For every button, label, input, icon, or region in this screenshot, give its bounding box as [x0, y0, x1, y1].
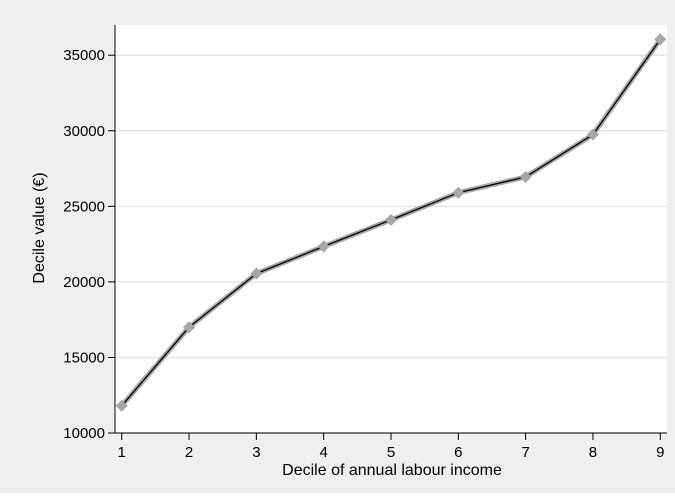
data-point-marker	[385, 213, 397, 226]
y-tick-label: 30000	[63, 123, 105, 140]
x-tick-label: 6	[454, 444, 462, 461]
y-tick-label: 20000	[63, 274, 105, 291]
y-axis-label: Decile value (€)	[31, 172, 48, 283]
x-tick-label: 2	[185, 444, 193, 461]
y-tick-label: 25000	[63, 198, 105, 215]
plot-area	[115, 25, 667, 433]
series	[115, 33, 667, 412]
data-point-marker	[250, 267, 263, 280]
axes: 10000 15000 20000 25000 30000 35000 1 2 3 4 5 6 7 8 9	[63, 25, 667, 461]
y-tick-label: 35000	[63, 47, 105, 64]
data-point-marker	[183, 321, 196, 334]
data-point-marker	[654, 33, 667, 46]
y-tick-label: 10000	[63, 425, 105, 442]
x-tick-label: 9	[656, 444, 664, 461]
x-tick-label: 5	[387, 444, 395, 461]
x-tick-label: 7	[521, 444, 529, 461]
x-tick-label: 3	[252, 444, 260, 461]
data-point-marker	[452, 186, 465, 199]
data-point-marker	[519, 170, 532, 183]
x-tick-label: 8	[589, 444, 597, 461]
data-point-marker	[317, 240, 330, 253]
data-point-marker	[115, 399, 128, 412]
x-tick-label: 4	[320, 444, 328, 461]
x-axis-label: Decile of annual labour income	[282, 462, 502, 479]
y-tick-label: 15000	[63, 349, 105, 366]
data-point-marker	[586, 128, 599, 141]
x-tick-label: 1	[118, 444, 126, 461]
